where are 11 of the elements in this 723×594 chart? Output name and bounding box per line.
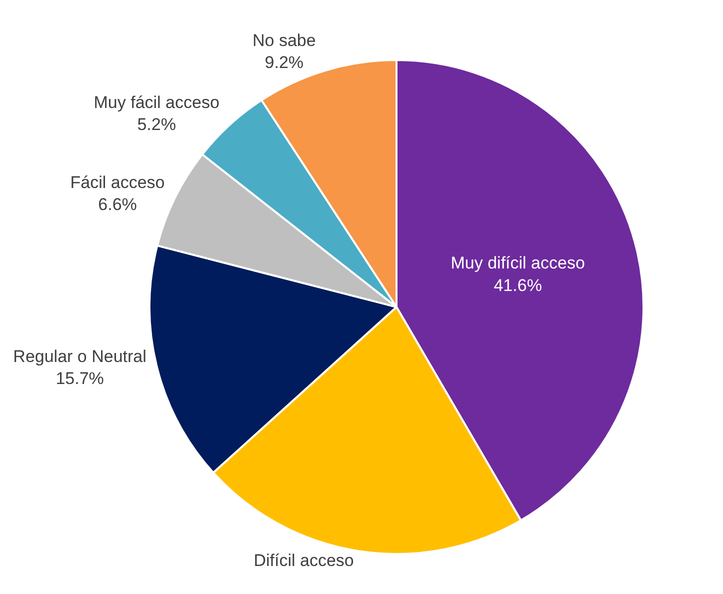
data-label: 5.2%: [137, 115, 176, 134]
slice-label: Regular o Neutral: [13, 346, 146, 366]
data-label: 6.6%: [98, 195, 137, 214]
data-label: 15.7%: [56, 368, 104, 388]
data-label: 41.6%: [494, 276, 542, 295]
slice-label: No sabe: [252, 30, 316, 50]
data-label: 9.2%: [264, 52, 304, 72]
slice-label: Difícil acceso: [254, 550, 354, 570]
slice-label: Muy fácil acceso: [94, 93, 220, 112]
slice-label: Fácil acceso: [70, 173, 165, 192]
slice-label: Muy difícil acceso: [450, 254, 585, 273]
